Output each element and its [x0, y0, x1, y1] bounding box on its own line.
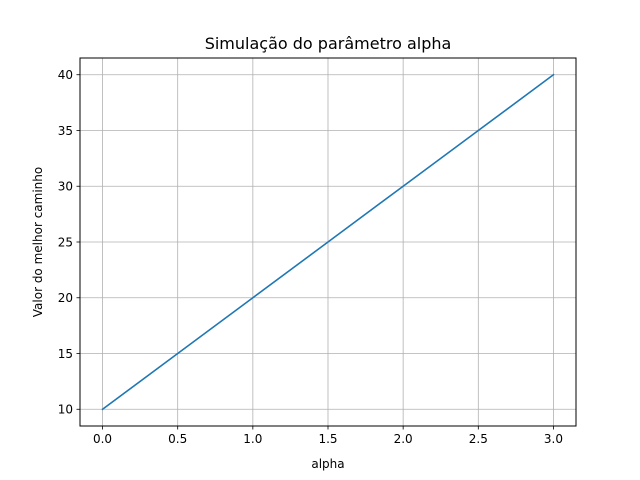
x-axis-title: alpha — [311, 457, 344, 471]
grid-lines — [80, 58, 576, 426]
y-tick-label: 20 — [58, 291, 73, 305]
x-tick-label: 0.0 — [93, 432, 112, 446]
y-tick-label: 35 — [58, 124, 73, 138]
chart-title: Simulação do parâmetro alpha — [205, 34, 452, 53]
axis-ticks: 0.0 0.5 1.0 1.5 2.0 2.5 3.0 10 15 20 25 30 35 40 — [58, 68, 563, 446]
x-tick-label: 2.5 — [469, 432, 488, 446]
x-tick-label: 1.0 — [243, 432, 262, 446]
y-tick-label: 40 — [58, 68, 73, 82]
series-lines — [101, 73, 555, 411]
y-axis-title: Valor do melhor caminho — [31, 167, 45, 317]
x-tick-label: 0.5 — [168, 432, 187, 446]
x-tick-label: 2.0 — [394, 432, 413, 446]
y-tick-label: 25 — [58, 235, 73, 249]
x-tick-label: 1.5 — [318, 432, 337, 446]
y-tick-label: 10 — [58, 403, 73, 417]
y-tick-label: 15 — [58, 347, 73, 361]
x-tick-label: 3.0 — [544, 432, 563, 446]
y-tick-label: 30 — [58, 180, 73, 194]
series-line — [101, 73, 555, 411]
